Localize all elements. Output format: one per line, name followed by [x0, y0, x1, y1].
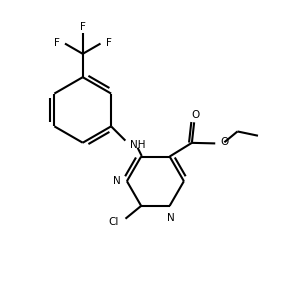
- Text: N: N: [167, 213, 175, 223]
- Text: O: O: [220, 137, 229, 147]
- Text: F: F: [106, 38, 111, 48]
- Text: F: F: [54, 38, 60, 48]
- Text: NH: NH: [130, 140, 146, 150]
- Text: F: F: [80, 22, 86, 32]
- Text: N: N: [113, 176, 121, 186]
- Text: Cl: Cl: [109, 217, 119, 227]
- Text: O: O: [192, 110, 200, 120]
